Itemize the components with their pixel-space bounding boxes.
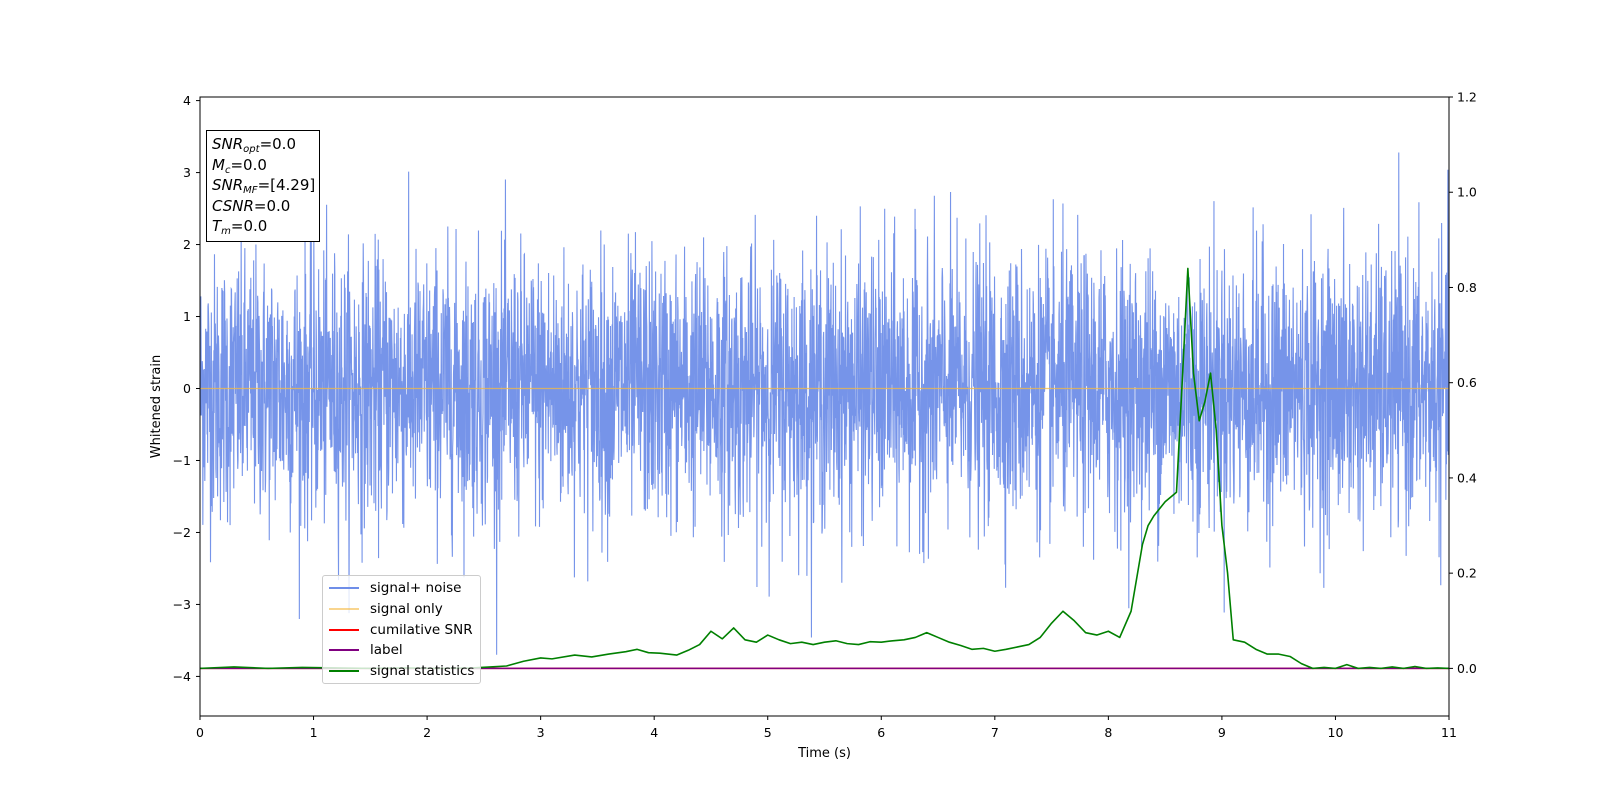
y-left-tick-label: −4 xyxy=(173,669,191,684)
legend-swatch xyxy=(329,670,359,673)
y-right-tick-label: 0.0 xyxy=(1457,661,1477,676)
x-tick-label: 9 xyxy=(1218,725,1226,740)
y-left-tick-label: 1 xyxy=(183,309,191,324)
x-tick-label: 5 xyxy=(764,725,772,740)
x-tick-label: 1 xyxy=(310,725,318,740)
series-signal-noise xyxy=(200,152,1449,655)
annotation-row-snr-opt: SNRopt=0.0 xyxy=(212,135,296,155)
y-right-tick-label: 1.0 xyxy=(1457,185,1477,200)
y-right-tick-label: 1.2 xyxy=(1457,90,1477,105)
y-left-tick-label: −3 xyxy=(173,597,191,612)
x-tick-label: 2 xyxy=(423,725,431,740)
x-tick-label: 4 xyxy=(650,725,658,740)
legend: signal+ noise signal only cumilative SNR… xyxy=(322,575,482,685)
legend-swatch xyxy=(329,628,359,631)
x-tick-label: 10 xyxy=(1328,725,1344,740)
legend-item-cumilative-snr: cumilative SNR xyxy=(329,619,474,640)
x-tick-label: 0 xyxy=(196,725,204,740)
annotation-row-mc: Mc=0.0 xyxy=(212,155,267,176)
x-axis: 0 1 2 3 4 5 6 7 8 9 10 11 xyxy=(196,716,1457,740)
legend-item-signal-statistics: signal statistics xyxy=(329,661,474,682)
annotation-row-snr-mf: SNRMF=[4.29] xyxy=(212,176,316,196)
x-tick-label: 6 xyxy=(877,725,885,740)
y-right-tick-label: 0.8 xyxy=(1457,280,1477,295)
y-left-tick-label: −2 xyxy=(173,525,191,540)
annotation-row-tm: Tm=0.0 xyxy=(212,217,268,237)
y-right-tick-label: 0.2 xyxy=(1457,566,1477,581)
y-left-tick-label: 3 xyxy=(183,165,191,180)
y-left-tick-label: 0 xyxy=(183,381,191,396)
series-signal-statistics xyxy=(200,267,1449,670)
x-tick-label: 3 xyxy=(537,725,545,740)
y-left-tick-label: 4 xyxy=(183,93,191,108)
x-tick-label: 11 xyxy=(1441,725,1457,740)
y-left-tick-label: −1 xyxy=(173,453,191,468)
legend-item-signal-noise: signal+ noise xyxy=(329,578,474,599)
y-right-tick-label: 0.6 xyxy=(1457,375,1477,390)
y-axis-label: Whitened strain xyxy=(149,355,164,458)
y-axis-left: 4 3 2 1 0 −1 −2 −3 −4 xyxy=(173,93,200,684)
legend-swatch xyxy=(329,608,359,611)
x-tick-label: 8 xyxy=(1104,725,1112,740)
annotation-box: SNRopt=0.0 Mc=0.0 SNRMF=[4.29] CSNR=0.0 … xyxy=(206,130,321,242)
annotation-row-csnr: CSNR=0.0 xyxy=(212,196,291,215)
plot-frame xyxy=(199,96,1450,717)
y-right-tick-label: 0.4 xyxy=(1457,470,1477,485)
y-axis-right: 1.2 1.0 0.8 0.6 0.4 0.2 0.0 xyxy=(1449,90,1477,676)
legend-item-signal-only: signal only xyxy=(329,599,474,620)
legend-swatch xyxy=(329,587,359,590)
legend-swatch xyxy=(329,649,359,652)
x-tick-label: 7 xyxy=(991,725,999,740)
y-left-tick-label: 2 xyxy=(183,237,191,252)
legend-item-label: label xyxy=(329,640,474,661)
x-axis-label: Time (s) xyxy=(797,746,851,761)
